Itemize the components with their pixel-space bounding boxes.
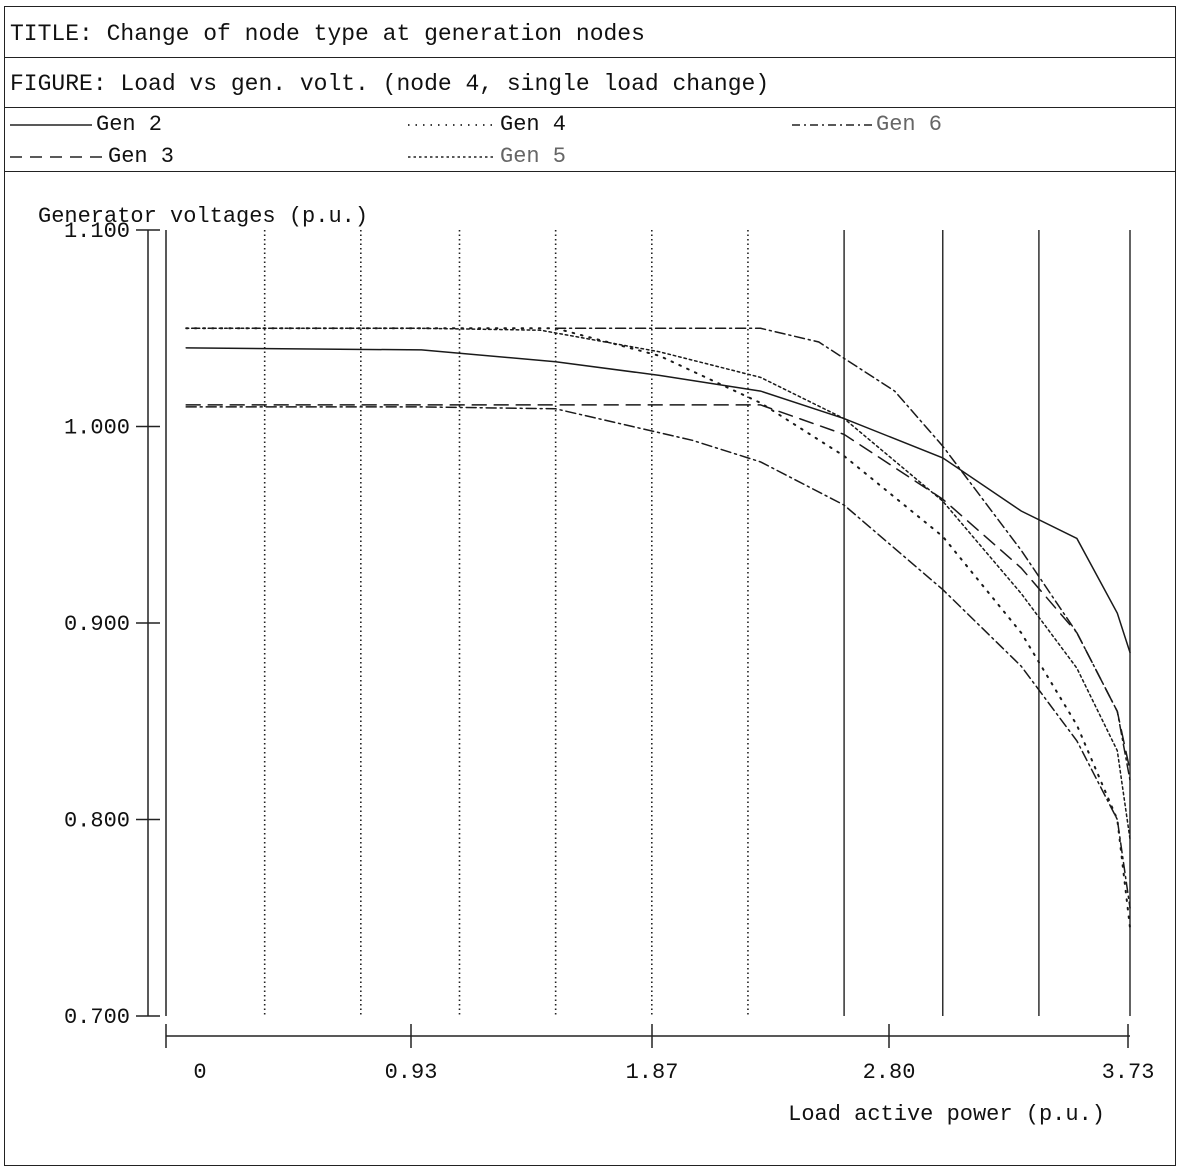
- figure-caption-row: FIGURE: Load vs gen. volt. (node 4, sing…: [4, 58, 1176, 108]
- legend-swatch-dash-dot: [792, 124, 872, 126]
- series-line-gen-4: [185, 327, 1131, 929]
- y-tick-label: 0.900: [64, 612, 130, 637]
- legend-item-gen2: Gen 2: [10, 114, 162, 136]
- legend-item-gen5: Gen 5: [408, 146, 566, 168]
- y-tick-label: 0.800: [64, 809, 130, 834]
- x-tick-label: 3.73: [1102, 1060, 1155, 1085]
- legend-item-gen4: Gen 4: [408, 114, 566, 136]
- x-axis-title: Load active power (p.u.): [788, 1102, 1105, 1127]
- legend-swatch-dense-dotted: [408, 156, 496, 158]
- y-axis-title: Generator voltages (p.u.): [38, 204, 368, 229]
- y-tick-label: 0.700: [64, 1005, 130, 1030]
- legend-label: Gen 4: [500, 112, 567, 137]
- series-line-gen-6-upper: [554, 327, 1131, 781]
- legend-item-gen6: Gen 6: [792, 114, 942, 136]
- legend-item-gen3: Gen 3: [10, 146, 174, 168]
- series-line-gen-6: [185, 406, 1131, 909]
- figure-caption: FIGURE: Load vs gen. volt. (node 4, sing…: [10, 71, 770, 97]
- figure-title: TITLE: Change of node type at generation…: [10, 21, 645, 47]
- y-tick-label: 1.100: [64, 219, 130, 244]
- x-tick-label: 1.87: [626, 1060, 679, 1085]
- x-tick-label: 0.93: [385, 1060, 438, 1085]
- title-row: TITLE: Change of node type at generation…: [4, 6, 1176, 58]
- series-line-gen-3: [185, 404, 1131, 772]
- legend-label: Gen 3: [108, 144, 175, 169]
- legend-label: Gen 6: [876, 112, 943, 137]
- series-line-gen-5: [185, 327, 1131, 840]
- legend-swatch-dashed: [10, 156, 104, 158]
- x-tick-label: 0: [193, 1060, 206, 1085]
- y-tick-label: 1.000: [64, 416, 130, 441]
- legend-label: Gen 5: [500, 144, 567, 169]
- legend-swatch-solid: [10, 124, 92, 126]
- figure-frame: [4, 6, 1176, 1166]
- x-tick-label: 2.80: [863, 1060, 916, 1085]
- series-line-gen-2: [185, 347, 1131, 654]
- legend: Gen 2 Gen 3 Gen 4 Gen 5 Gen 6: [4, 108, 1176, 172]
- legend-label: Gen 2: [96, 112, 163, 137]
